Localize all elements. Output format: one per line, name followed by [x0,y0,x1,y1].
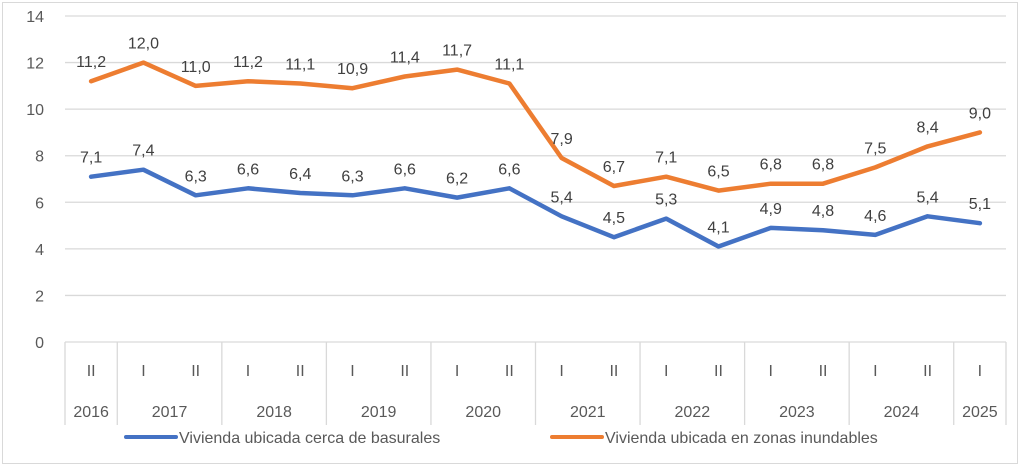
data-label: 7,1 [80,150,102,167]
data-labels: 7,1 7,4 6,3 6,6 6,4 6,3 6,6 6,2 6,6 5,4 4,5 5,3 4,1 4… [76,36,991,237]
y-tick-label: 8 [35,149,44,166]
data-label: 11,4 [390,50,420,67]
x-tick-semester: II [296,363,305,380]
data-label: 7,5 [864,140,886,157]
x-tick-semester: II [609,363,618,380]
x-tick-year: 2025 [962,404,998,421]
data-label: 7,9 [551,131,573,148]
data-label: 6,5 [707,164,729,181]
legend-label-inundables: Vivienda ubicada en zonas inundables [605,430,878,447]
data-label: 5,4 [916,189,938,206]
data-label: 11,7 [442,43,472,60]
y-tick-label: 4 [35,242,44,259]
x-tick-semester: I [246,363,250,380]
data-label: 6,6 [394,161,416,178]
data-label: 11,1 [285,57,315,74]
data-label: 5,1 [969,196,991,213]
y-tick-label: 2 [35,288,44,305]
gridlines [65,15,1006,297]
x-tick-semester: I [664,363,668,380]
series-lines [88,60,983,249]
x-tick-year: 2017 [152,404,188,421]
x-tick-year: 2024 [884,404,920,421]
data-label: 6,3 [185,168,207,185]
data-label: 5,3 [655,192,677,209]
x-tick-year: 2016 [73,404,109,421]
x-tick-semester: I [873,363,877,380]
legend: Vivienda ubicada cerca de basurales Vivi… [124,430,878,447]
x-tick-semester: I [141,363,145,380]
data-label: 4,8 [812,203,834,220]
x-tick-year: 2018 [256,404,292,421]
x-tick-year: 2022 [675,404,711,421]
data-label: 7,1 [655,150,677,167]
data-label: 6,8 [760,157,782,174]
data-label: 8,4 [916,119,938,136]
x-tick-semester: I [978,363,982,380]
data-label: 4,9 [760,201,782,218]
x-tick-semester: I [350,363,354,380]
data-label: 11,1 [494,57,524,74]
x-tick-semester: II [400,363,409,380]
y-tick-label: 10 [26,102,44,119]
y-axis: 0 2 4 6 8 10 12 14 [26,9,44,352]
series-line-1 [88,60,983,193]
y-tick-label: 12 [26,56,44,73]
x-tick-semester: I [769,363,773,380]
data-label: 6,3 [341,168,363,185]
data-label: 6,6 [498,161,520,178]
data-label: 9,0 [969,105,991,122]
x-tick-semester: II [819,363,828,380]
data-label: 6,2 [446,171,468,188]
data-label: 6,6 [237,161,259,178]
x-tick-semester: II [923,363,932,380]
x-tick-semester: I [455,363,459,380]
series-line-0 [88,167,983,249]
data-label: 12,0 [128,36,159,53]
data-label: 4,6 [864,208,886,225]
data-label: 10,9 [337,61,368,78]
y-tick-label: 14 [26,9,44,26]
x-tick-semester: II [191,363,200,380]
x-tick-year: 2023 [779,404,815,421]
data-label: 4,1 [707,220,729,237]
x-tick-semester: II [714,363,723,380]
x-tick-year: 2020 [465,404,501,421]
data-label: 6,7 [603,159,625,176]
data-label: 6,8 [812,157,834,174]
x-tick-semester: II [87,363,96,380]
data-label: 6,4 [289,166,311,183]
y-tick-label: 0 [35,335,44,352]
data-label: 11,0 [181,59,211,76]
x-tick-year: 2019 [361,404,397,421]
data-label: 7,4 [132,143,154,160]
data-label: 5,4 [551,189,573,206]
data-label: 4,5 [603,210,625,227]
data-label: 11,2 [76,54,106,71]
legend-label-basurales: Vivienda ubicada cerca de basurales [179,430,440,447]
data-label: 11,2 [233,54,263,71]
x-tick-semester: II [505,363,514,380]
x-tick-year: 2021 [570,404,606,421]
y-tick-label: 6 [35,195,44,212]
x-tick-semester: I [559,363,563,380]
